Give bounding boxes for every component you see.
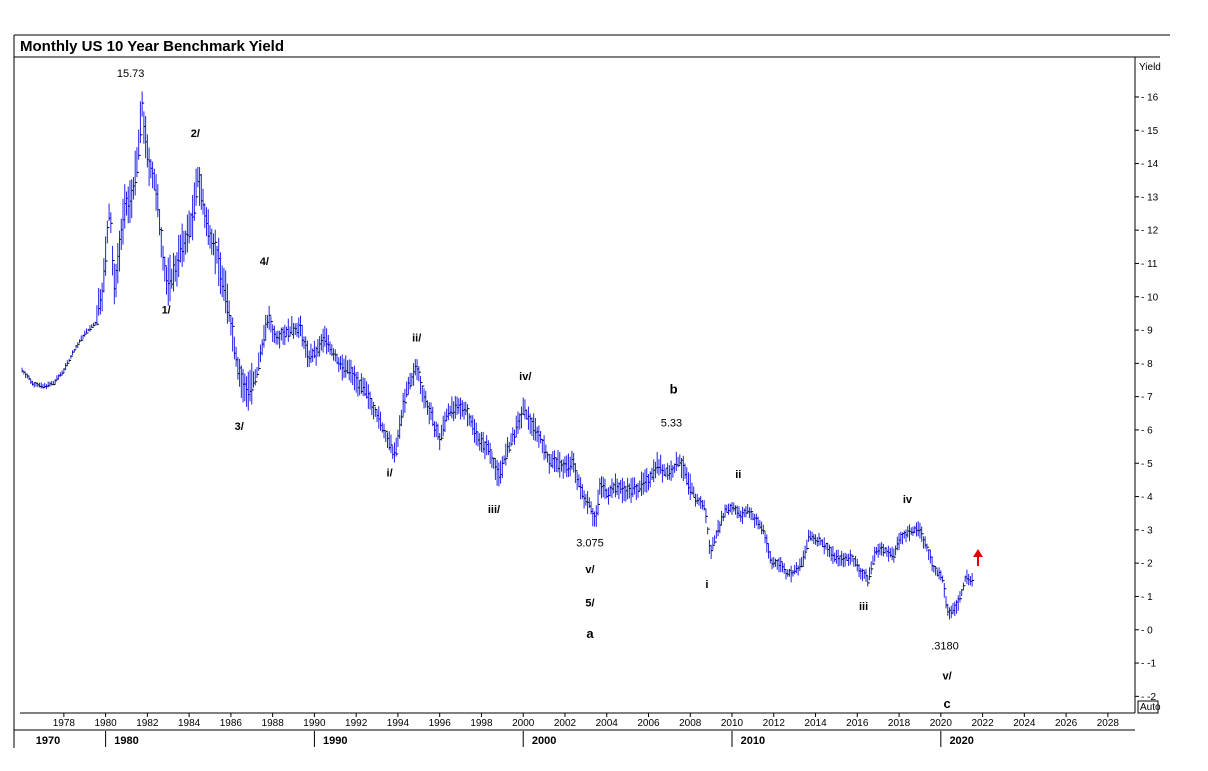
x-tick-label: 2028 (1097, 718, 1120, 729)
wave-label: ii (735, 469, 741, 481)
wave-label: 5/ (585, 597, 594, 609)
x-tick-label: 1982 (136, 718, 159, 729)
y-tick-label: - 0 (1141, 625, 1153, 636)
x-ticks: 1978 1980 1982 1984 1986 1988 1990 1992 1994 1996… (53, 713, 1120, 729)
x-tick-label: 2026 (1055, 718, 1078, 729)
wave-label: i (705, 579, 708, 591)
wave-label: iii (859, 601, 868, 613)
decade-label: 1980 (114, 735, 138, 747)
x-tick-label: 1992 (345, 718, 368, 729)
wave-label: 2/ (191, 128, 200, 140)
y-tick-label: - 4 (1141, 492, 1153, 503)
up-arrow-icon (973, 549, 983, 566)
y-tick-label: - 9 (1141, 326, 1153, 337)
y-tick-label: - 7 (1141, 392, 1153, 403)
y-ticks: - 16 - 15 - 14 - 13 - 12 - 11 - 10 - 9 - 8 - 7 - 6… (1135, 92, 1159, 703)
y-tick-label: - 3 (1141, 525, 1153, 536)
decade-label: 2020 (949, 735, 973, 747)
wave-label: 15.73 (117, 68, 145, 80)
series-yield (21, 91, 975, 620)
x-tick-label: 1990 (303, 718, 326, 729)
wave-label: iv/ (519, 371, 531, 383)
x-tick-label: 1996 (429, 718, 452, 729)
x-tick-label: 2006 (637, 718, 660, 729)
x-tick-label: 2010 (721, 718, 744, 729)
x-tick-label: 1986 (220, 718, 243, 729)
y-tick-label: - 5 (1141, 459, 1153, 470)
y-tick-label: - 14 (1141, 159, 1159, 170)
y-tick-label: - 15 (1141, 126, 1159, 137)
y-tick-label: - 10 (1141, 292, 1159, 303)
x-tick-label: 2008 (679, 718, 702, 729)
x-tick-label: 2022 (971, 718, 994, 729)
wave-label: v/ (942, 671, 951, 683)
x-tick-label: 1980 (94, 718, 117, 729)
wave-label: 3/ (235, 421, 244, 433)
wave-label: .3180 (931, 641, 959, 653)
y-tick-label: - 11 (1141, 259, 1158, 270)
decade-label: 2010 (741, 735, 765, 747)
x-tick-label: 1994 (387, 718, 410, 729)
wave-label: ii/ (412, 333, 421, 345)
wave-label: i/ (387, 468, 393, 480)
decade-labels: 1970 1980 1990 2000 2010 2020 (36, 731, 974, 747)
chart-title: Monthly US 10 Year Benchmark Yield (20, 38, 284, 55)
x-tick-label: 2002 (554, 718, 577, 729)
x-tick-label: 2018 (888, 718, 911, 729)
wave-label: iii/ (488, 504, 500, 516)
wave-label: 1/ (162, 304, 171, 316)
x-tick-label: 1998 (470, 718, 493, 729)
y-tick-label: - -2 (1141, 692, 1156, 703)
y-tick-label: - -1 (1141, 659, 1156, 670)
x-tick-label: 2012 (763, 718, 786, 729)
auto-scale-label: Auto (1140, 702, 1161, 713)
x-tick-label: 2014 (804, 718, 827, 729)
y-tick-label: - 2 (1141, 559, 1153, 570)
wave-label: 3.075 (576, 538, 604, 550)
y-tick-label: - 6 (1141, 425, 1153, 436)
x-tick-label: 1988 (262, 718, 285, 729)
decade-label: 2000 (532, 735, 556, 747)
x-tick-label: 2004 (596, 718, 619, 729)
wave-label: c (943, 696, 950, 711)
x-tick-label: 2016 (846, 718, 869, 729)
x-tick-label: 1978 (53, 718, 76, 729)
x-tick-label: 2000 (512, 718, 535, 729)
wave-label: a (586, 626, 594, 641)
wave-label: 4/ (260, 256, 269, 268)
y-tick-label: - 1 (1141, 592, 1153, 603)
y-tick-label: - 13 (1141, 192, 1159, 203)
y-tick-label: - 8 (1141, 359, 1153, 370)
x-tick-label: 1984 (178, 718, 201, 729)
decade-label: 1990 (323, 735, 347, 747)
x-tick-label: 2020 (930, 718, 953, 729)
wave-label: b (670, 381, 678, 396)
wave-annotations: 15.732/4/1/3/ii/i/iv/iii/b5.333.075v/5/a… (117, 68, 959, 711)
wave-label: iv (903, 494, 913, 506)
x-tick-label: 2024 (1013, 718, 1036, 729)
y-tick-label: - 16 (1141, 92, 1159, 103)
y-axis-label: Yield (1139, 62, 1161, 73)
auto-scale-button[interactable] (1137, 700, 1159, 714)
decade-label: 1970 (36, 735, 60, 747)
wave-label: 5.33 (661, 418, 682, 430)
wave-label: v/ (585, 564, 594, 576)
y-tick-label: - 12 (1141, 226, 1159, 237)
